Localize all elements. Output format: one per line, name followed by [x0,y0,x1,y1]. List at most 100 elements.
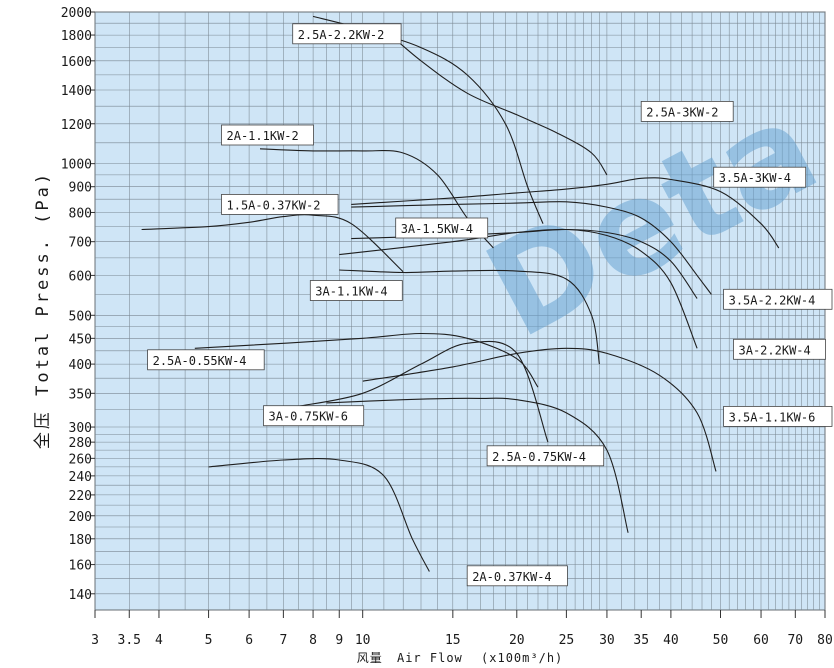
x-tick-label: 60 [753,633,769,648]
curve-label-text: 2A-0.37KW-4 [472,570,551,584]
y-tick-label: 1800 [61,29,92,44]
y-tick-label: 140 [69,588,92,603]
x-tick-label: 4 [155,633,163,648]
curve-label-text: 2.5A-2.2KW-2 [298,28,385,42]
curve-label-box [723,405,833,427]
curve-label-text: 3.5A-2.2KW-4 [729,293,816,307]
curve-label-text: 3A-2.2KW-4 [739,343,811,357]
curve-label: 2.5A-2.2KW-2 [292,23,402,45]
y-tick-label: 280 [69,436,92,451]
x-tick-label: 8 [309,633,317,648]
curve-label-box [466,565,568,587]
curve-label: 2.5A-0.75KW-4 [486,445,605,467]
y-tick-label: 400 [69,358,92,373]
curve-labels: 2.5A-2.2KW-2 2.5A-3KW-2 2A-1.1KW-2 1.5A-0.3… [147,23,833,587]
curve-label-text: 2.5A-3KW-2 [646,105,718,119]
curve-label-box [147,349,265,371]
curve-label-box [723,288,833,310]
x-tick-label: 10 [355,633,371,648]
y-tick-label: 450 [69,332,92,347]
x-tick-label: 20 [509,633,525,648]
y-tick-label: 800 [69,206,92,221]
curve-label: 3A-0.75KW-6 [263,405,365,427]
y-tick-label: 900 [69,181,92,196]
y-tick-label: 300 [69,421,92,436]
x-axis-label-en: Air Flow [397,651,463,665]
y-tick-label: 160 [69,559,92,574]
curve-label-text: 2.5A-0.55KW-4 [153,354,247,368]
y-tick-label: 180 [69,533,92,548]
curve-label-text: 3A-1.5KW-4 [401,222,473,236]
x-axis-label-cn: 风量 [357,651,383,665]
curve-label-box [713,166,807,188]
curve-label-box [263,405,365,427]
curve-label-text: 3A-1.1KW-4 [315,285,387,299]
curve-2a-0-37kw-4 [208,458,430,572]
x-tick-label: 6 [245,633,253,648]
x-tick-label: 80 [817,633,833,648]
x-tick-label: 40 [663,633,679,648]
curve-label-text: 2A-1.1KW-2 [227,129,299,143]
y-axis-label: 全压 Total Press. (Pa) [33,171,53,449]
curve-2-5a-0-55kw-4 [194,332,539,388]
curve-3-5a-1-1kw-6 [362,347,717,472]
y-tick-label: 260 [69,452,92,467]
x-tick-label: 30 [599,633,615,648]
x-tick-label: 3 [91,633,99,648]
x-tick-label: 7 [279,633,287,648]
y-tick-label: 700 [69,236,92,251]
curve-label-box [640,101,734,122]
curve-3a-0-75kw-6 [298,340,549,443]
y-tick-label: 240 [69,470,92,485]
x-axis-label-unit: (x100m³/h) [481,651,563,665]
y-tick-label: 600 [69,269,92,284]
x-tick-label: 25 [559,633,575,648]
curve-label: 3.5A-1.1KW-6 [723,405,833,427]
y-tick-label: 1200 [61,118,92,133]
curve-label-text: 3.5A-3KW-4 [719,171,791,185]
curve-label: 3A-1.1KW-4 [309,280,403,301]
y-tick-label: 200 [69,510,92,525]
x-axis-label: 风量 Air Flow (x100m³/h) [357,651,564,665]
curve-label-box [221,193,339,215]
curve-label: 3A-1.5KW-4 [395,217,489,239]
y-tick-label: 1000 [61,158,92,173]
x-tick-label: 15 [445,633,461,648]
curve-3a-1-1kw-4 [339,269,600,365]
curve-label-box [292,23,402,45]
curve-label-text: 3A-0.75KW-6 [269,410,348,424]
curve-3-5a-3kw-4 [351,177,780,249]
y-tick-label: 1600 [61,55,92,70]
curve-3a-1-5kw-4 [351,201,712,295]
y-tick-label: 2000 [61,6,92,21]
x-tick-label: 70 [787,633,803,648]
x-tick-label: 50 [713,633,729,648]
curve-label-box [733,338,826,360]
curve-label: 1.5A-0.37KW-2 [221,193,339,215]
curve-1-5a-0-37kw-2 [141,214,404,273]
curve-label-box [395,217,489,239]
curve-2-5a-3kw-2 [383,28,608,176]
y-tick-label: 1400 [61,84,92,99]
x-tick-label: 5 [205,633,213,648]
x-tick-label: 9 [335,633,343,648]
x-tick-label: 3.5 [118,633,141,648]
curve-label: 3.5A-2.2KW-4 [723,288,833,310]
curve-label-text: 3.5A-1.1KW-6 [729,410,816,424]
curve-label-box [309,280,403,301]
curve-3a-2-2kw-4 [339,228,698,349]
curve-label: 2.5A-0.55KW-4 [147,349,265,371]
y-tick-label: 500 [69,309,92,324]
x-tick-label: 35 [633,633,649,648]
y-tick-label: 220 [69,489,92,504]
curve-label-box [221,124,314,146]
curve-label: 2.5A-3KW-2 [640,101,734,122]
x-axis-ticks: 3 3.5 4 5 6 7 8 9 10 15 20 25 30 35 40 50 60 70 80 [91,610,833,648]
y-tick-label: 350 [69,387,92,402]
curve-label-text: 2.5A-0.75KW-4 [492,450,586,464]
curve-label-box [486,445,605,467]
curve-label: 2A-1.1KW-2 [221,124,314,146]
curve-label: 3.5A-3KW-4 [713,166,807,188]
